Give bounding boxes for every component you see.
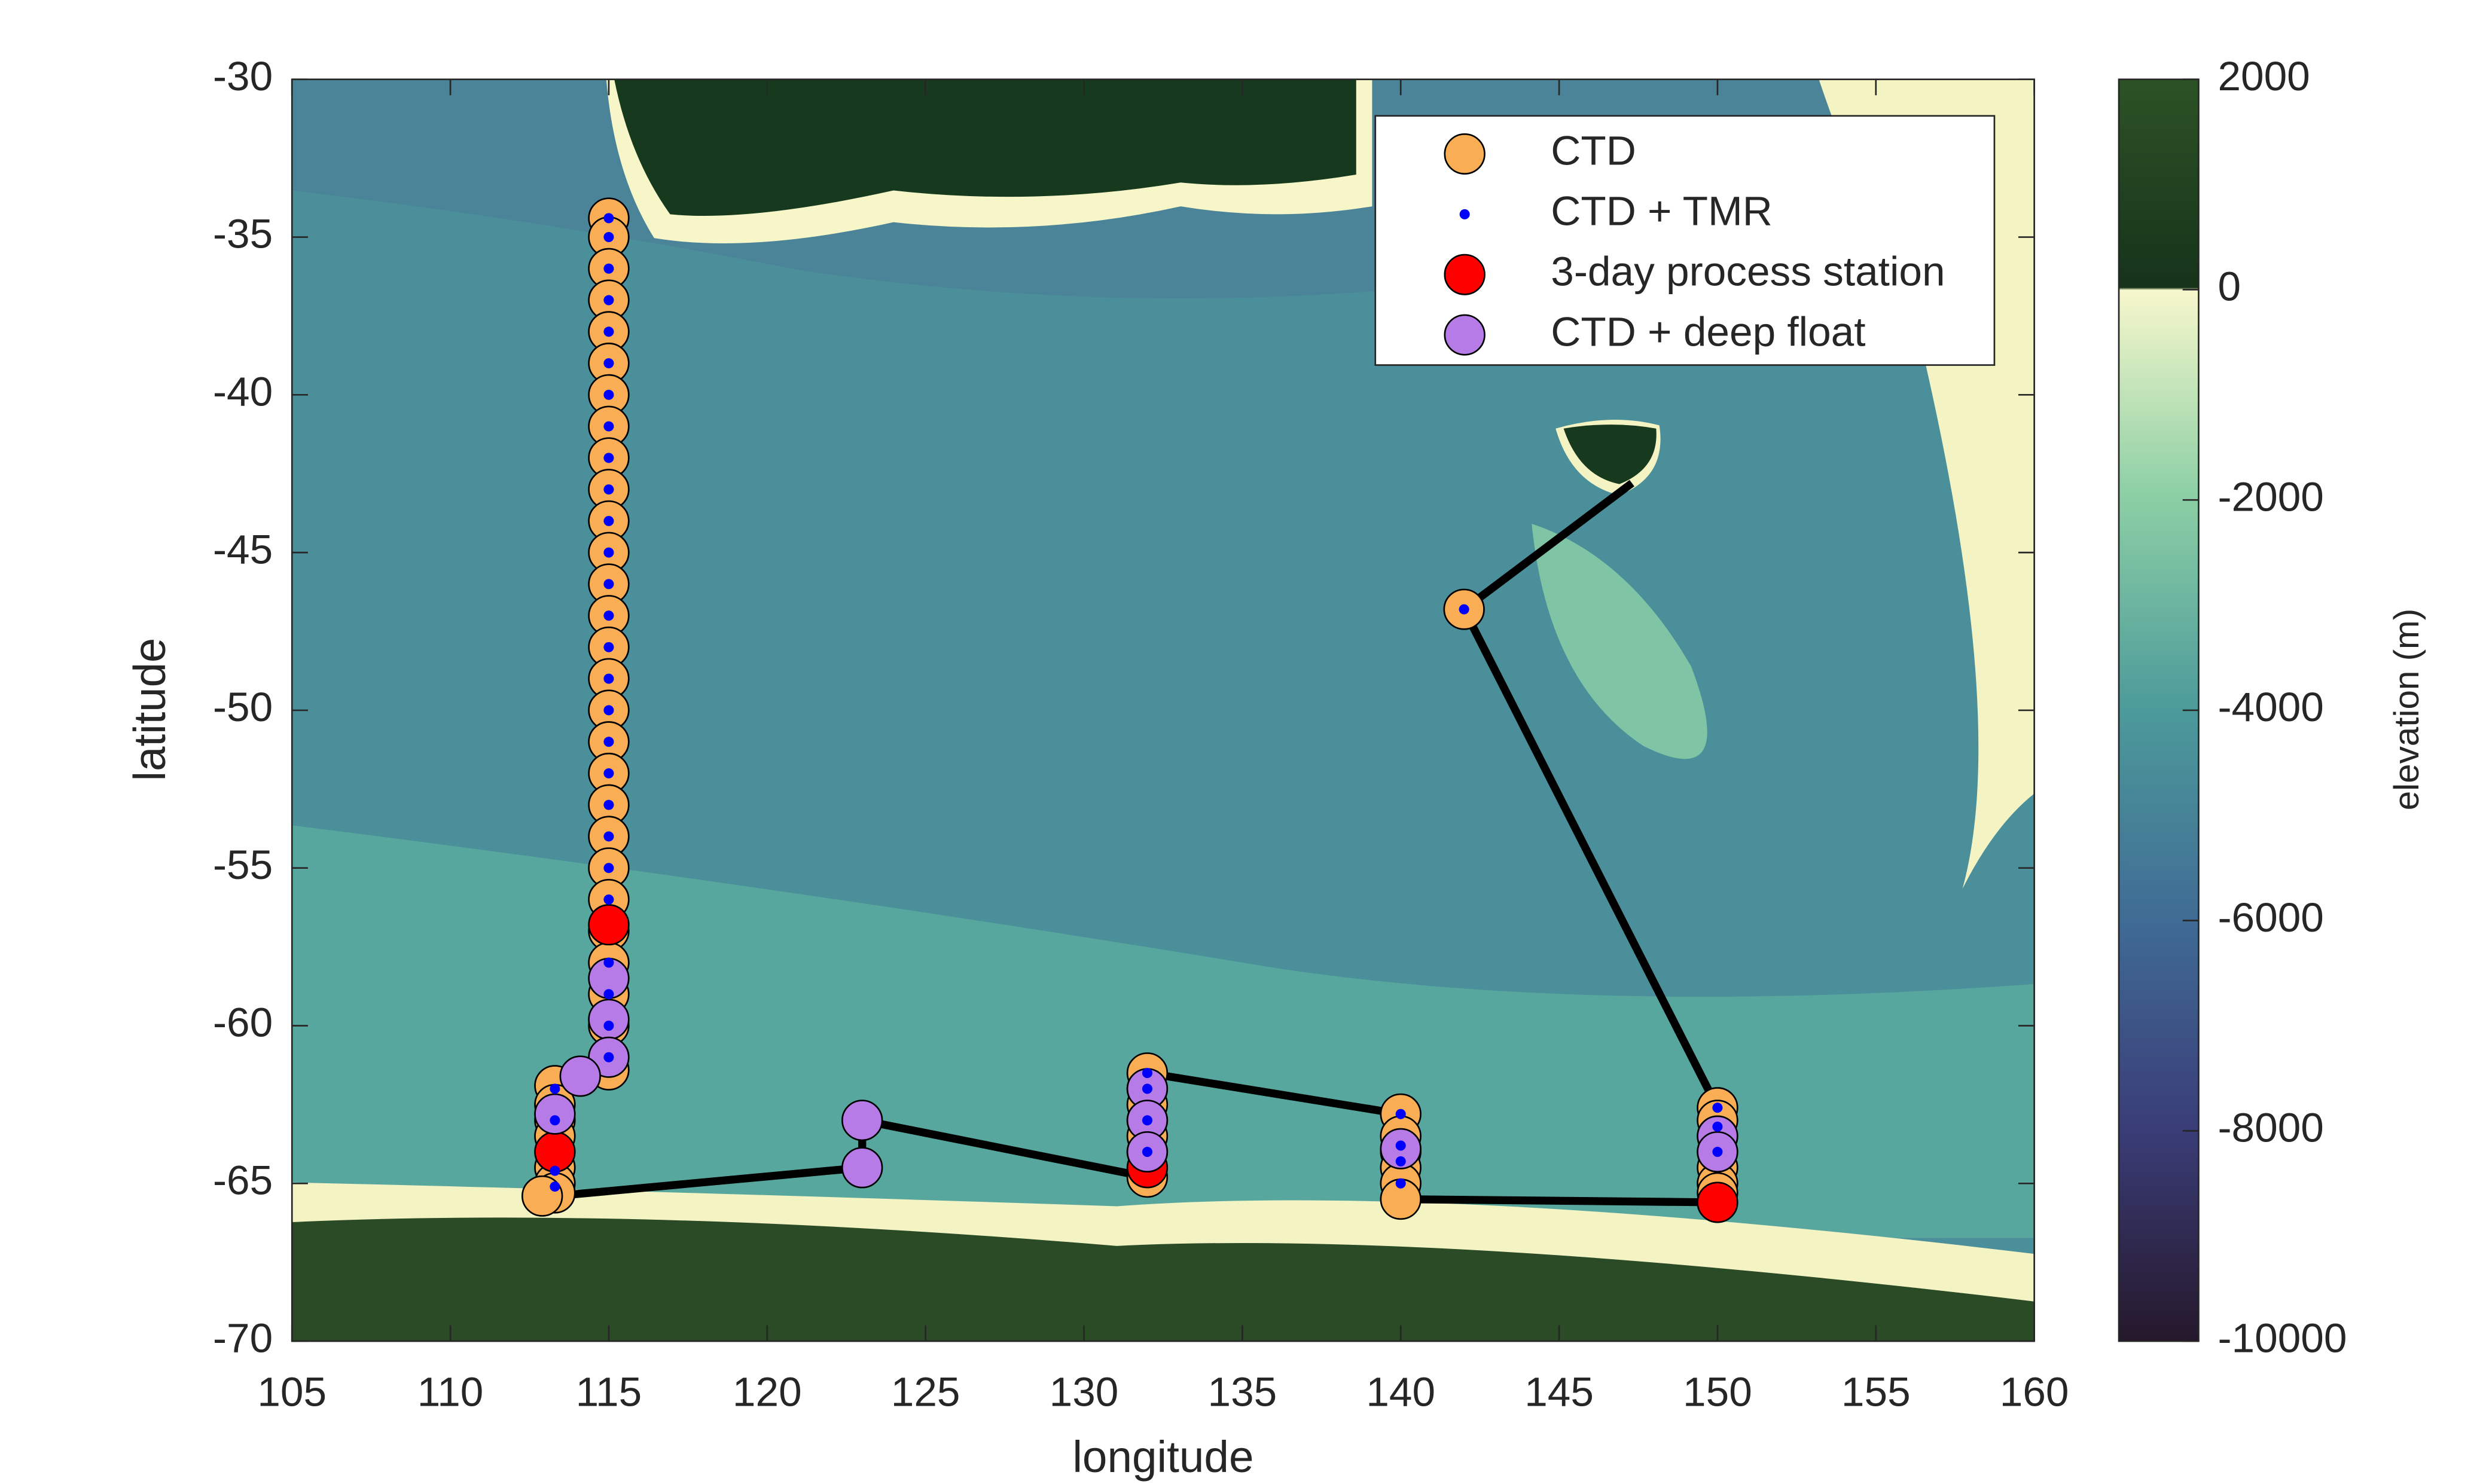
station-dot (550, 1181, 560, 1192)
x-tick-label: 130 (1050, 1369, 1119, 1415)
station-dot (1395, 1178, 1406, 1189)
y-tick-label: -45 (213, 526, 273, 573)
station-marker (841, 1100, 883, 1141)
y-tick-label: -35 (213, 210, 273, 257)
legend-label: 3-day process station (1551, 248, 1945, 295)
y-tick-label: -50 (213, 683, 273, 730)
x-tick-label: 145 (1524, 1369, 1594, 1415)
station-dot (603, 295, 614, 306)
x-tick-label: 160 (2000, 1369, 2069, 1415)
x-tick-label: 110 (417, 1369, 484, 1415)
station-dot (603, 989, 614, 1000)
y-tick-label: -55 (213, 841, 273, 888)
y-axis-label: latitude (125, 638, 175, 781)
station-dot (603, 831, 614, 842)
station-dot (603, 737, 614, 747)
station-marker (841, 1147, 883, 1189)
station-dot (603, 1052, 614, 1062)
y-tick-label: -65 (213, 1157, 273, 1204)
station-dot (603, 213, 614, 224)
marks-layer (521, 197, 1738, 1223)
legend-marker (1444, 133, 1486, 175)
colorbar-tick-label: 0 (2217, 263, 2241, 310)
station-marker (588, 904, 630, 946)
x-tick-label: 125 (891, 1369, 960, 1415)
y-tick-label: -40 (213, 368, 273, 415)
x-tick-label: 155 (1841, 1369, 1911, 1415)
station-dot (1712, 1147, 1723, 1158)
colorbar-tick-label: -10000 (2217, 1314, 2347, 1361)
station-dot (603, 515, 614, 526)
station-dot (603, 894, 614, 905)
y-tick-label: -30 (213, 53, 273, 99)
y-tick-label: -60 (213, 999, 273, 1046)
legend-marker (1444, 254, 1486, 295)
station-dot (1459, 604, 1469, 615)
x-tick-label: 135 (1207, 1369, 1277, 1415)
station-marker (1697, 1181, 1738, 1223)
station-dot (603, 232, 614, 243)
station-dot (1712, 1103, 1723, 1113)
x-tick-label: 105 (257, 1369, 327, 1415)
station-dot (1712, 1121, 1723, 1132)
x-tick-label: 150 (1683, 1369, 1752, 1415)
station-dot (603, 768, 614, 778)
x-tick-label: 120 (733, 1369, 802, 1415)
x-axis-label: longitude (1072, 1432, 1253, 1482)
station-dot (603, 326, 614, 337)
station-dot (1142, 1083, 1152, 1094)
colorbar-tick-label: -6000 (2217, 894, 2323, 941)
station-dot (603, 453, 614, 463)
station-marker (588, 999, 630, 1040)
station-dot (1395, 1140, 1406, 1151)
station-dot (603, 642, 614, 652)
legend-label: CTD + deep float (1551, 309, 1865, 355)
legend-label: CTD (1551, 127, 1636, 174)
station-dot (603, 579, 614, 590)
y-tick-label: -70 (213, 1314, 273, 1361)
station-marker (559, 1055, 601, 1097)
station-dot (550, 1083, 560, 1094)
x-tick-label: 115 (576, 1369, 642, 1415)
station-dot (603, 389, 614, 400)
station-dot (603, 957, 614, 968)
station-dot (1395, 1109, 1406, 1119)
station-dot (603, 705, 614, 716)
colorbar-tick-label: -4000 (2217, 683, 2323, 730)
station-dot (1395, 1156, 1406, 1167)
station-dot (603, 484, 614, 495)
station-dot (603, 547, 614, 558)
station-dot (603, 421, 614, 432)
station-dot (603, 673, 614, 684)
colorbar-tick-label: 2000 (2217, 53, 2310, 99)
station-dot (603, 263, 614, 274)
station-dot (603, 358, 614, 369)
station-marker (534, 1093, 576, 1135)
legend-marker (1444, 314, 1486, 356)
legend-label: CTD + TMR (1551, 188, 1773, 234)
colorbar-tick-label: -8000 (2217, 1104, 2323, 1151)
station-dot (1142, 1115, 1152, 1126)
colorbar-label: elevation (m) (2387, 609, 2426, 810)
station-dot (550, 1115, 560, 1126)
x-tick-label: 140 (1366, 1369, 1435, 1415)
legend-marker (1459, 209, 1470, 219)
station-dot (603, 863, 614, 874)
station-dot (1142, 1147, 1152, 1158)
station-dot (603, 799, 614, 810)
station-dot (550, 1165, 560, 1176)
colorbar-tick-label: -2000 (2217, 474, 2323, 520)
station-dot (603, 1021, 614, 1031)
station-dot (603, 610, 614, 621)
station-dot (1142, 1068, 1152, 1079)
